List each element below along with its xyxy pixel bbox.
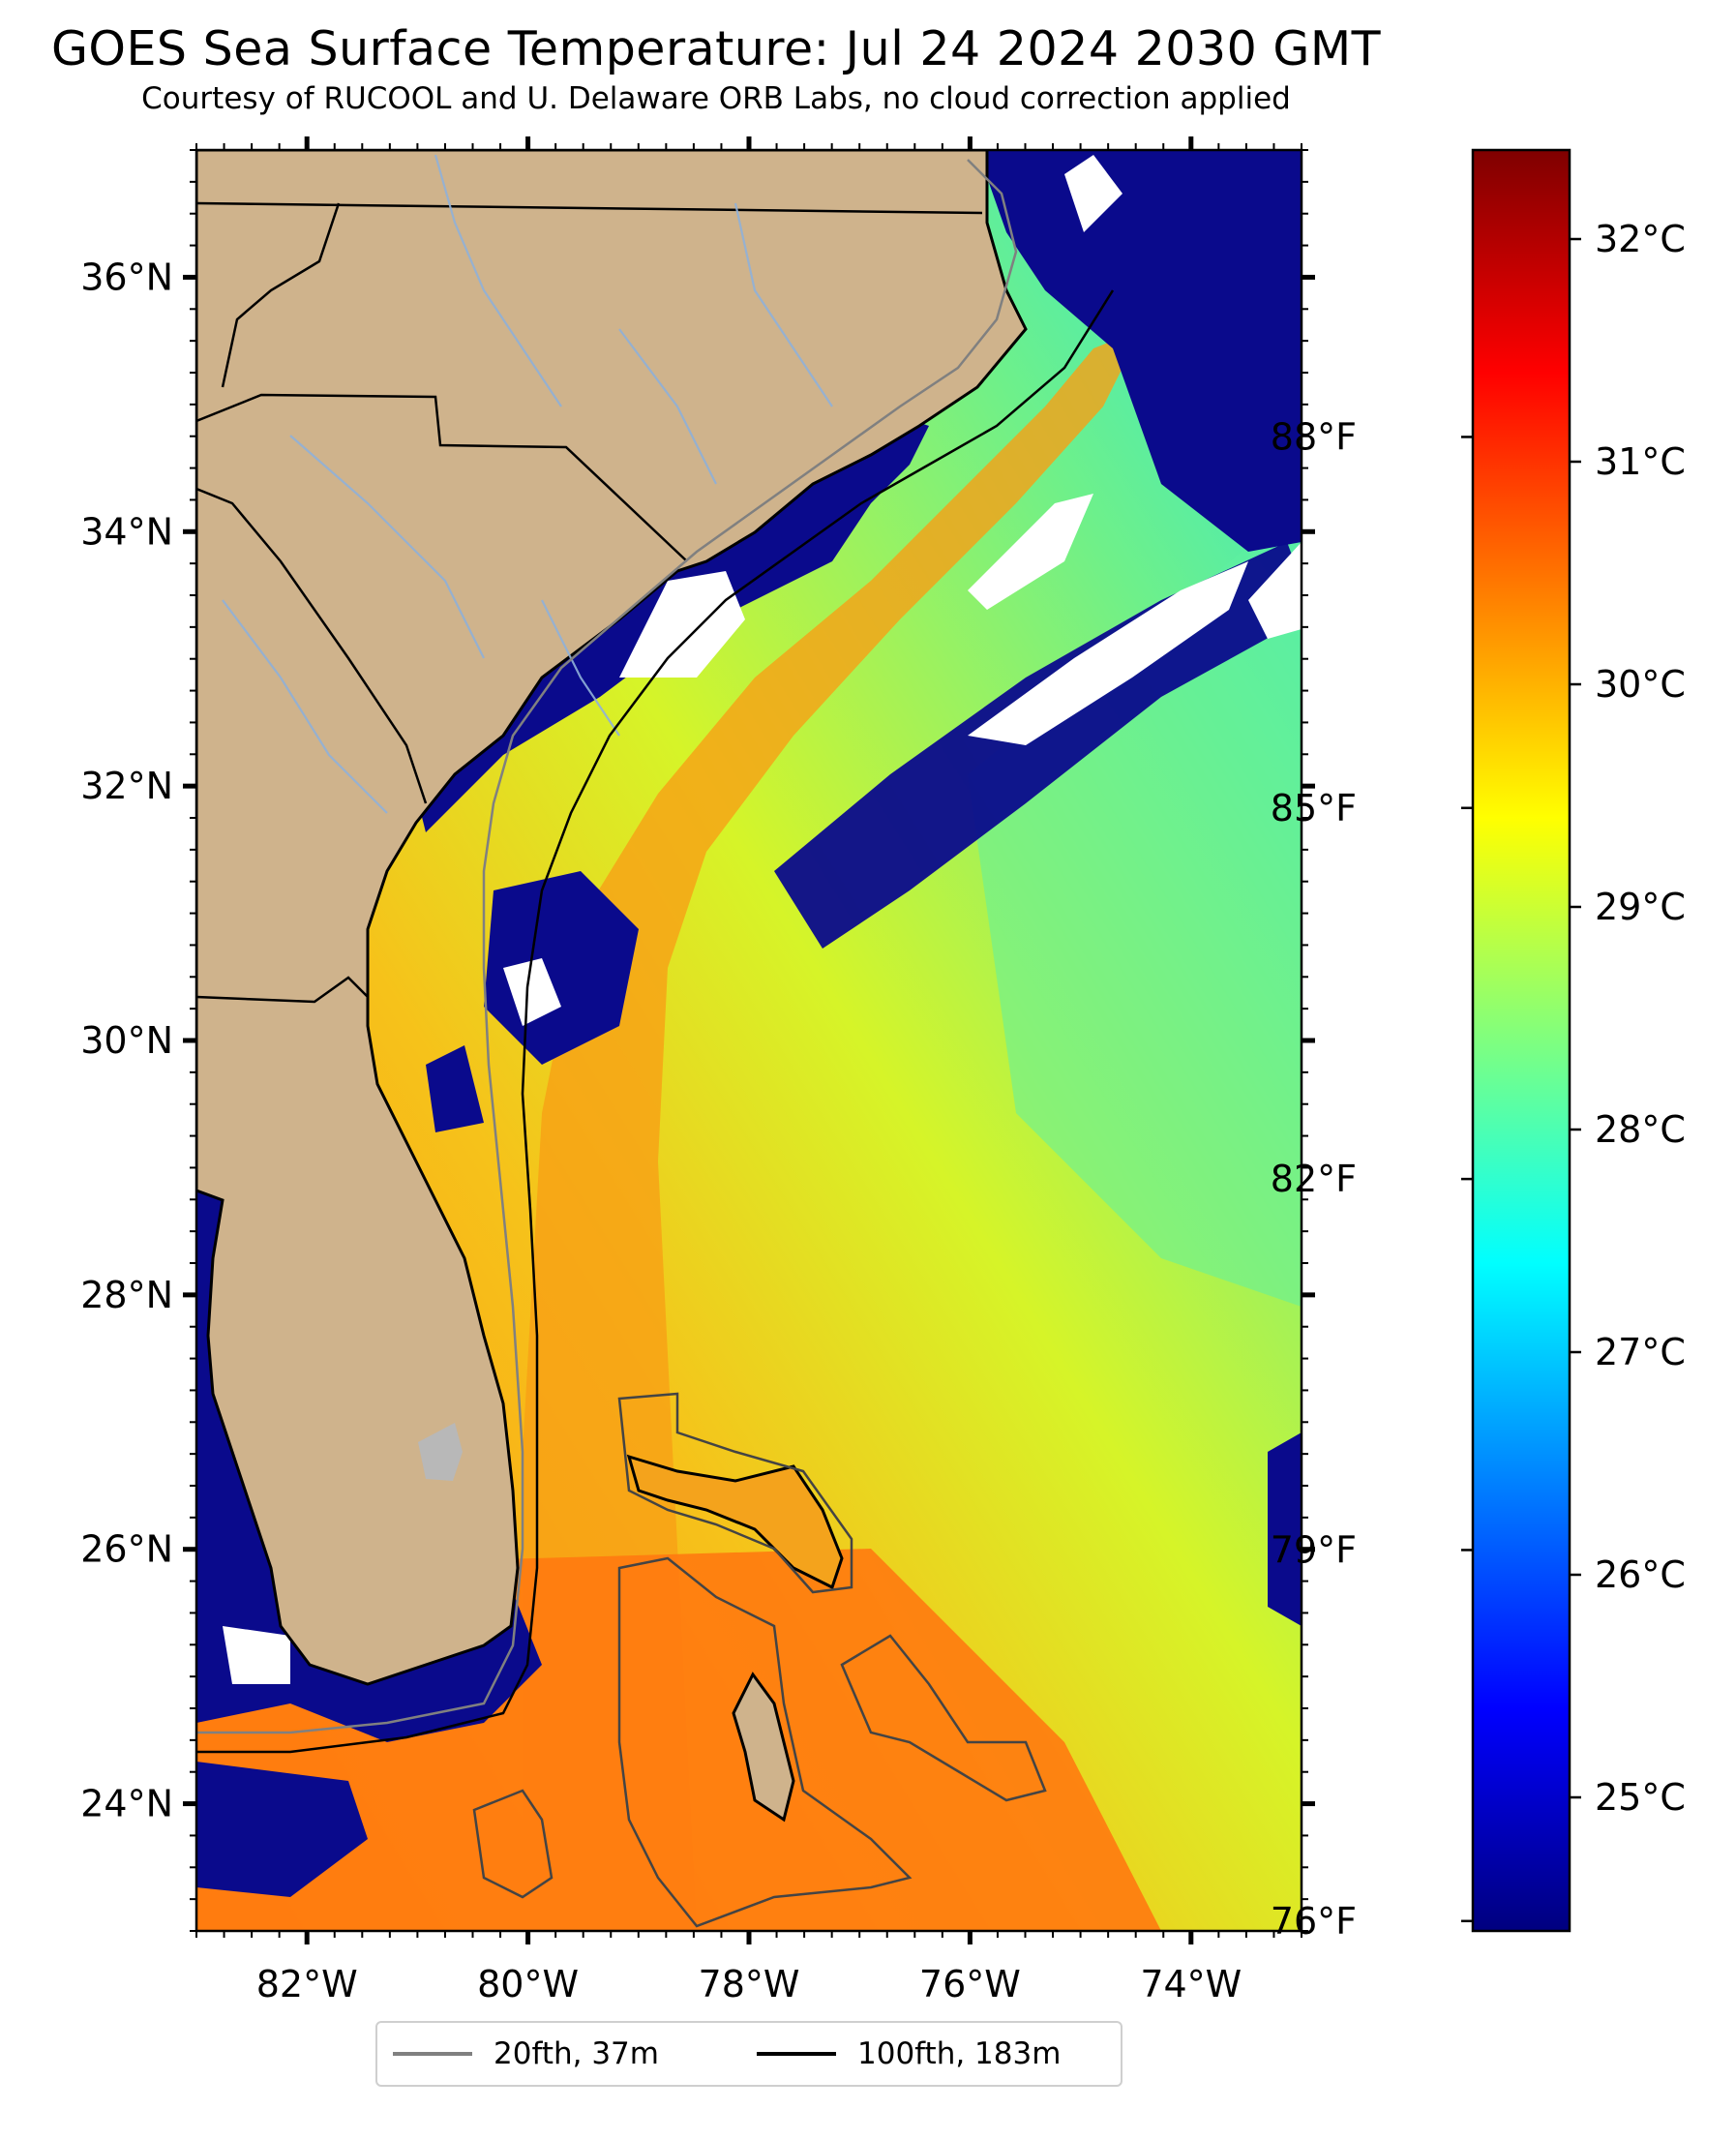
celsius-tick-label: 30°C [1595,663,1686,706]
lat-axis: 24°N 26°N 28°N 30°N 32°N 34°N 36°N [80,149,1315,1932]
celsius-tick-label: 25°C [1595,1776,1686,1819]
lat-tick-label: 26°N [80,1528,173,1571]
lon-tick-label: 76°W [919,1963,1021,2005]
fahrenheit-tick-label: 88°F [1271,415,1357,458]
fahrenheit-tick-label: 82°F [1271,1158,1357,1200]
lon-tick-label: 82°W [256,1963,358,2005]
lat-tick-label: 34°N [80,510,173,553]
lake-okeechobee [418,1423,463,1481]
offshore-cool-region [968,503,1302,1307]
map-title: GOES Sea Surface Temperature: Jul 24 202… [50,21,1382,76]
colorbar [1471,148,1571,1933]
celsius-tick-label: 27°C [1595,1331,1686,1373]
state-borders [196,201,983,1004]
lat-tick-label: 36°N [80,256,173,298]
legend-item-100fth: 100fth, 183m [757,2035,1061,2073]
lon-axis: 82°W 80°W 78°W 76°W 74°W [195,136,1302,2005]
lon-tick-label: 78°W [699,1963,800,2005]
legend-swatch-100fth [757,2052,836,2056]
celsius-tick-label: 32°C [1595,218,1686,260]
colorbar-celsius-ticks: 25°C 26°C 27°C 28°C 29°C 30°C 31°C 32°C [1570,218,1686,1819]
legend-swatch-20fth [393,2052,472,2056]
no-data-patches [223,155,1302,1684]
celsius-tick-label: 29°C [1595,886,1686,928]
lon-tick-label: 80°W [477,1963,579,2005]
fahrenheit-tick-label: 85°F [1271,787,1357,829]
lat-tick-label: 28°N [80,1274,173,1316]
legend-label-20fth: 20fth, 37m [494,2036,659,2071]
lon-tick-label: 74°W [1140,1963,1242,2005]
legend-label-100fth: 100fth, 183m [857,2036,1062,2071]
contour-legend: 20fth, 37m 100fth, 183m [375,2021,1122,2087]
bahamas-land [626,1454,844,1823]
celsius-tick-label: 26°C [1595,1553,1686,1596]
celsius-tick-label: 28°C [1595,1108,1686,1151]
rivers [222,154,833,814]
bathymetry-contours [196,159,1115,1928]
lat-tick-label: 24°N [80,1783,173,1825]
celsius-tick-label: 31°C [1595,440,1686,483]
fahrenheit-tick-label: 76°F [1271,1900,1357,1943]
lat-tick-label: 30°N [80,1019,173,1062]
land-mainland [196,150,1028,1686]
lat-tick-label: 32°N [80,765,173,807]
colorbar-fahrenheit-ticks: 76°F 79°F 82°F 85°F 88°F [1271,415,1473,1943]
legend-item-20fth: 20fth, 37m [393,2035,659,2073]
map-canvas[interactable] [196,150,1302,1931]
fahrenheit-tick-label: 79°F [1271,1528,1357,1571]
map-subtitle: Courtesy of RUCOOL and U. Delaware ORB L… [141,81,1291,116]
